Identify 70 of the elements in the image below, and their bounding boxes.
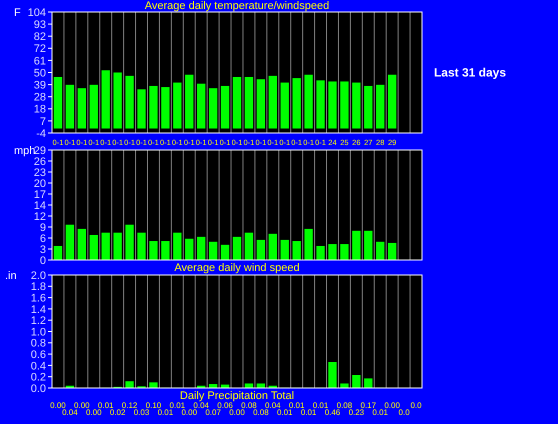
data-label: 0.01 — [312, 401, 329, 410]
x-axis-title: Daily Precipitation Total — [180, 390, 294, 402]
data-label: 0.00 — [74, 401, 90, 410]
y-tick-label: 1.4 — [30, 304, 46, 316]
y-axis-title: F — [14, 7, 21, 19]
y-tick-label: -4 — [36, 128, 46, 140]
y-tick-label: 23 — [34, 166, 46, 179]
y-tick-label: 1.8 — [30, 281, 46, 294]
y-tick-label: 1.2 — [30, 315, 46, 328]
data-label: 0.01 — [98, 401, 114, 410]
data-label: 0.04 — [193, 401, 210, 410]
data-label: 0.07 — [205, 408, 222, 417]
data-label: 0.04 — [62, 408, 78, 417]
data-label: 0.08 — [336, 401, 353, 410]
y-tick-label: 9 — [40, 222, 46, 234]
y-tick-label: 18 — [34, 104, 46, 116]
y-tick-label: 82 — [34, 31, 46, 44]
y-axis-title: mph — [14, 145, 36, 157]
y-tick-label: 12 — [34, 210, 46, 223]
y-tick-label: 3 — [40, 244, 46, 256]
y-tick-label: 0.0 — [30, 382, 46, 395]
data-label: 0.01 — [300, 408, 317, 417]
data-label: 0.04 — [265, 401, 282, 410]
data-label: 0.00 — [50, 401, 66, 410]
data-label: 0.17 — [360, 401, 377, 410]
data-label: 0.08 — [253, 408, 270, 417]
text: Last 31 days — [434, 66, 506, 80]
data-label: 0.46 — [324, 408, 341, 417]
y-tick-label: 0.4 — [30, 360, 46, 372]
y-tick-label: 0.2 — [30, 372, 46, 384]
data-label: 0.08 — [241, 401, 258, 410]
data-label: 0.0 — [398, 408, 410, 417]
data-label: 0.01 — [372, 408, 389, 417]
y-tick-label: 2.0 — [30, 270, 46, 282]
y-tick-label: 14 — [34, 200, 46, 212]
y-tick-label: 28 — [34, 92, 46, 104]
y-tick-label: 20 — [34, 178, 46, 190]
data-label: 0.23 — [348, 408, 365, 417]
data-label: 0.0 — [410, 401, 422, 410]
y-tick-label: 6 — [40, 232, 46, 245]
y-tick-label: 0.8 — [30, 338, 46, 350]
chart-title: Average daily temperature/windspeed — [144, 0, 330, 12]
y-tick-label: 1.6 — [30, 292, 46, 304]
y-axis-title: .in — [5, 270, 17, 282]
data-label: 0.12 — [122, 401, 138, 410]
data-label: 0.06 — [217, 401, 234, 410]
data-label: 0.00 — [181, 408, 198, 417]
data-label: 0.00 — [86, 408, 102, 417]
data-label: 0.03 — [134, 408, 150, 417]
data-label: 0.01 — [276, 408, 294, 417]
y-tick-label: 0 — [40, 254, 46, 267]
y-tick-label: 72 — [34, 43, 46, 56]
y-tick-label: 39 — [34, 79, 46, 92]
data-label: 0.00 — [384, 401, 400, 410]
data-label: 0.01 — [158, 408, 174, 417]
y-tick-label: 26 — [34, 156, 46, 168]
y-tick-label: 61 — [34, 55, 46, 68]
y-tick-label: 17 — [34, 188, 46, 201]
data-label: 0.00 — [229, 408, 246, 417]
y-tick-label: 104 — [28, 6, 46, 19]
y-tick-label: 7 — [40, 116, 46, 128]
data-label: 0.10 — [146, 401, 162, 410]
y-tick-label: 1.0 — [30, 326, 46, 338]
data-label: 0.01 — [170, 401, 186, 410]
x-axis-title: Average daily wind speed — [174, 262, 300, 274]
y-tick-label: 0.6 — [30, 348, 46, 361]
y-tick-label: 50 — [34, 67, 46, 80]
y-tick-label: 93 — [34, 18, 46, 31]
data-label: 0.02 — [110, 408, 126, 417]
data-label: 0.01 — [288, 401, 306, 410]
